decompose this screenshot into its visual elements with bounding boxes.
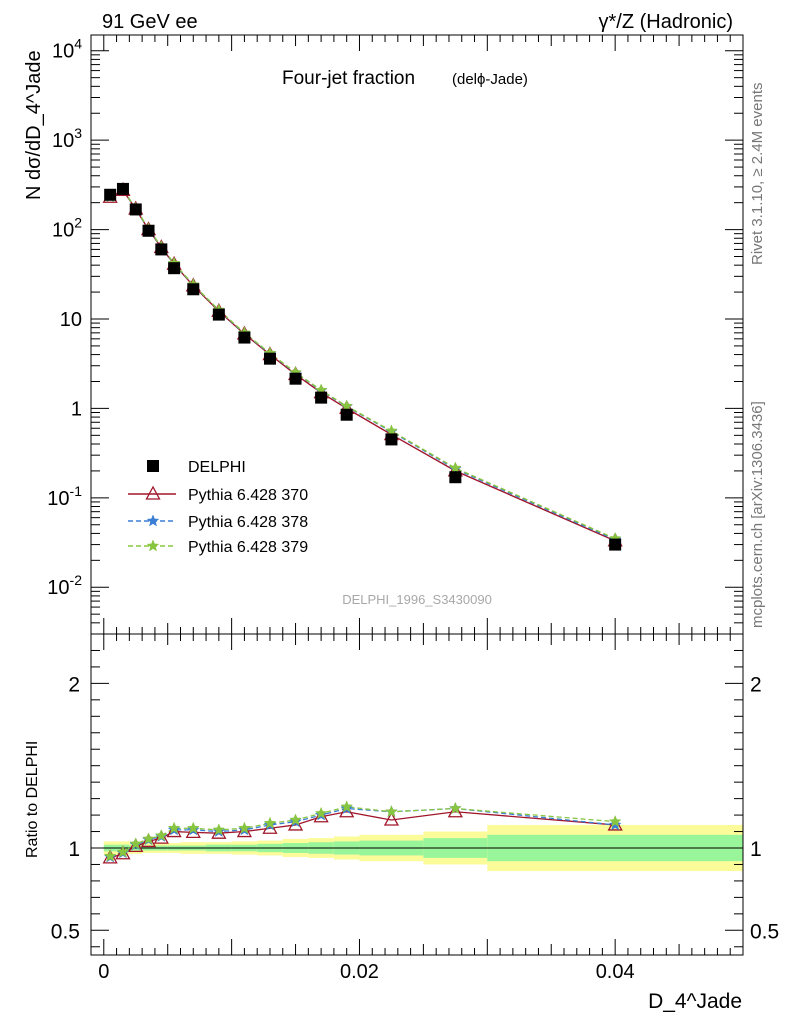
chart-subtitle: (delϕ-Jade)	[452, 71, 528, 88]
series-point-0	[155, 243, 168, 256]
series-point-0	[168, 262, 181, 275]
ratio-point-2	[116, 845, 130, 858]
series-point-0	[129, 203, 142, 216]
chart-title: Four-jet fraction	[282, 68, 415, 89]
ratio-y-tick-label-right: 1	[750, 838, 762, 861]
y-tick-label: 1	[71, 398, 82, 420]
series-point-0	[289, 372, 302, 385]
ratio-point-0	[447, 803, 463, 818]
ratio-point-2	[289, 813, 302, 826]
ratio-point-2	[142, 832, 155, 845]
y-tick-label: 104	[52, 36, 82, 63]
series-point-0	[212, 308, 225, 321]
series-point-0	[104, 188, 117, 201]
legend-label: DELPHI	[188, 459, 246, 476]
legend-swatch-marker	[146, 539, 160, 552]
series-point-0	[449, 471, 462, 484]
series-line-3	[109, 188, 616, 540]
legend-label: Pythia 6.428 378	[188, 514, 308, 531]
ratio-line-1	[109, 807, 616, 858]
header-left-label: 91 GeV ee	[102, 11, 198, 33]
ratio-point-0	[140, 833, 157, 848]
series-point-0	[263, 352, 276, 365]
ratio-y-tick-label: 1	[68, 838, 80, 861]
y-tick-label: 102	[52, 215, 82, 242]
series-point-0	[116, 182, 129, 195]
main-panel: 10-2 10-1 1 10 102 103 104 Four-jet fraction (…	[23, 34, 744, 635]
y-tick-label: 103	[52, 125, 82, 152]
series-point-3	[448, 461, 462, 474]
ratio-point-2	[129, 837, 143, 850]
ratio-point-2	[186, 821, 200, 834]
ratio-point-0	[166, 823, 182, 838]
ratio-panel: 0.5 0.5 1 1 2 2 0 0.02 0.04 Ratio to DELPHI D_4^…	[24, 633, 779, 1013]
ratio-point-2	[385, 805, 398, 818]
x-tick-label: 0.04	[596, 961, 635, 983]
ratio-point-2	[212, 823, 226, 836]
series-point-0	[142, 224, 155, 237]
header-right-label: γ*/Z (Hadronic)	[599, 11, 733, 33]
y-tick-label: 10-1	[47, 483, 82, 510]
legend-label: Pythia 6.428 370	[188, 487, 308, 504]
ratio-frame	[90, 633, 744, 956]
x-tick-label: 0.02	[340, 961, 379, 983]
legend: DELPHI Pythia 6.428 370 Pythia 6.428 378 Py…	[128, 459, 308, 556]
ratio-point-2	[238, 821, 251, 834]
rivet-label: Rivet 3.1.10, ≥ 2.4M events	[749, 83, 766, 266]
ratio-point-0	[128, 837, 144, 853]
ratio-point-2	[263, 816, 277, 829]
y-tick-label: 10	[60, 309, 82, 331]
series-point-0	[315, 391, 328, 404]
series-point-0	[609, 538, 622, 551]
ratio-y-tick-label-right: 0.5	[750, 920, 779, 943]
ratio-axes: 0.5 0.5 1 1 2 2 0 0.02 0.04	[51, 634, 779, 983]
legend-swatch-marker	[145, 485, 161, 500]
ratio-point-2	[154, 828, 168, 842]
series-line-1	[109, 189, 616, 542]
series-point-0	[340, 408, 353, 421]
y-axis-label: N dσ/dD_4^Jade	[23, 50, 45, 200]
ratio-point-2	[314, 806, 328, 819]
ratio-y-tick-label-right: 2	[750, 673, 762, 696]
ratio-y-tick-label: 2	[68, 673, 80, 696]
x-axis-label: D_4^Jade	[648, 990, 742, 1013]
legend-swatch-marker	[146, 514, 160, 527]
ratio-point-2	[340, 800, 354, 813]
mcplots-label: mcplots.cern.ch [arXiv:1306.3436]	[749, 401, 766, 628]
ratio-point-2	[103, 849, 117, 862]
ratio-line-0	[109, 811, 616, 859]
series-line-2	[109, 188, 616, 541]
x-tick-label: 0	[98, 961, 109, 983]
ratio-series-group	[102, 800, 623, 864]
watermark: DELPHI_1996_S3430090	[342, 592, 492, 607]
ratio-point-2	[448, 801, 462, 814]
ratio-point-2	[608, 814, 622, 828]
ratio-line-2	[109, 806, 616, 857]
ratio-point-0	[313, 808, 329, 823]
legend-swatch-marker	[147, 460, 159, 472]
ratio-point-0	[383, 811, 400, 826]
ratio-point-2	[167, 821, 181, 834]
ratio-point-0	[236, 823, 253, 838]
ratio-point-0	[211, 824, 227, 839]
series-point-0	[385, 433, 398, 446]
y-tick-label: 10-2	[47, 572, 82, 599]
ratio-bands	[103, 824, 743, 872]
legend-label: Pythia 6.428 379	[188, 539, 308, 556]
series-point-0	[187, 283, 200, 296]
ratio-y-tick-label: 0.5	[51, 920, 80, 943]
ratio-point-0	[153, 829, 169, 844]
series-point-0	[238, 331, 251, 344]
ratio-y-axis-label: Ratio to DELPHI	[24, 741, 41, 858]
main-series-group	[102, 181, 623, 551]
